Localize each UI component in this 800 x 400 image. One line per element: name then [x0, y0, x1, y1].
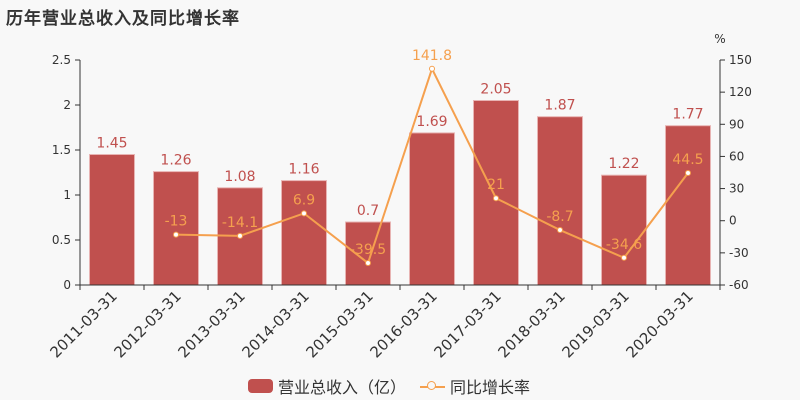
x-tick-label: 2018-03-31	[494, 287, 568, 361]
bar[interactable]	[345, 221, 391, 286]
line-point[interactable]	[365, 260, 371, 267]
bar-value-label: 1.16	[288, 162, 319, 178]
bar-value-label: 1.69	[416, 114, 447, 130]
y-tick-label: 0.5	[52, 233, 71, 247]
y-tick-label: 60	[729, 149, 744, 163]
chart-title: 历年营业总收入及同比增长率	[6, 9, 240, 29]
line-point[interactable]	[301, 210, 307, 217]
y-tick-label: 0	[729, 214, 737, 228]
line-value-label: 44.5	[672, 152, 703, 168]
line-point[interactable]	[493, 195, 499, 202]
bar[interactable]	[281, 180, 327, 286]
line-value-label: 21	[487, 177, 505, 193]
y-tick-label: 30	[729, 182, 744, 196]
x-tick-label: 2020-03-31	[622, 287, 696, 361]
x-tick-label: 2015-03-31	[302, 287, 376, 361]
line-point[interactable]	[173, 231, 179, 238]
line-point[interactable]	[685, 170, 691, 177]
bar[interactable]	[89, 154, 135, 286]
bar-value-label: 1.87	[544, 98, 575, 114]
bar-value-label: 1.22	[608, 156, 639, 172]
line-value-label: -13	[165, 214, 188, 230]
y-tick-label: 150	[729, 53, 752, 67]
line-value-label: -39.5	[350, 242, 386, 258]
bar[interactable]	[409, 132, 455, 286]
line-value-label: -34.6	[606, 237, 642, 253]
line-point[interactable]	[429, 65, 435, 72]
x-tick-label: 2014-03-31	[238, 287, 312, 361]
line-point[interactable]	[557, 227, 563, 234]
line-value-label: 141.8	[412, 48, 452, 64]
x-tick-label: 2019-03-31	[558, 287, 632, 361]
bar-swatch-icon	[248, 379, 273, 393]
bar[interactable]	[665, 125, 711, 286]
legend: 营业总收入（亿） 同比增长率	[248, 374, 544, 398]
x-tick-label: 2011-03-31	[46, 287, 120, 361]
bar[interactable]	[537, 116, 583, 286]
bar-value-label: 1.45	[96, 136, 127, 152]
x-tick-label: 2012-03-31	[110, 287, 184, 361]
y-tick-label: 1.5	[52, 143, 71, 157]
y-tick-label: 2	[63, 98, 71, 112]
bar[interactable]	[473, 100, 519, 286]
bar-value-label: 1.26	[160, 153, 191, 169]
y-tick-label: 120	[729, 85, 752, 99]
y-tick-label: -30	[729, 246, 749, 260]
bar-value-label: 1.77	[672, 107, 703, 123]
line-value-label: -14.1	[222, 215, 258, 231]
bar[interactable]	[153, 171, 199, 286]
line-point[interactable]	[237, 232, 243, 239]
y-tick-label: 0	[63, 278, 71, 292]
x-tick-label: 2013-03-31	[174, 287, 248, 361]
y-axis-right-label: %	[714, 32, 725, 46]
y-tick-label: 90	[729, 117, 744, 131]
legend-label: 同比增长率	[450, 378, 531, 397]
legend-item-revenue[interactable]: 营业总收入（亿）	[248, 374, 406, 398]
bar-value-label: 0.7	[357, 203, 379, 219]
x-tick-label: 2016-03-31	[366, 287, 440, 361]
line-circle-icon	[420, 379, 446, 393]
y-tick-label: 1	[63, 188, 71, 202]
legend-label: 营业总收入（亿）	[278, 378, 407, 397]
bar[interactable]	[601, 174, 647, 286]
line-value-label: -8.7	[546, 209, 573, 225]
line-value-label: 6.9	[293, 192, 315, 208]
y-tick-label: 2.5	[52, 53, 71, 67]
bar-value-label: 2.05	[480, 82, 511, 98]
line-point[interactable]	[621, 254, 627, 261]
y-tick-label: -60	[729, 278, 749, 292]
legend-item-growth[interactable]: 同比增长率	[420, 374, 530, 398]
x-tick-label: 2017-03-31	[430, 287, 504, 361]
bar-value-label: 1.08	[224, 169, 255, 185]
